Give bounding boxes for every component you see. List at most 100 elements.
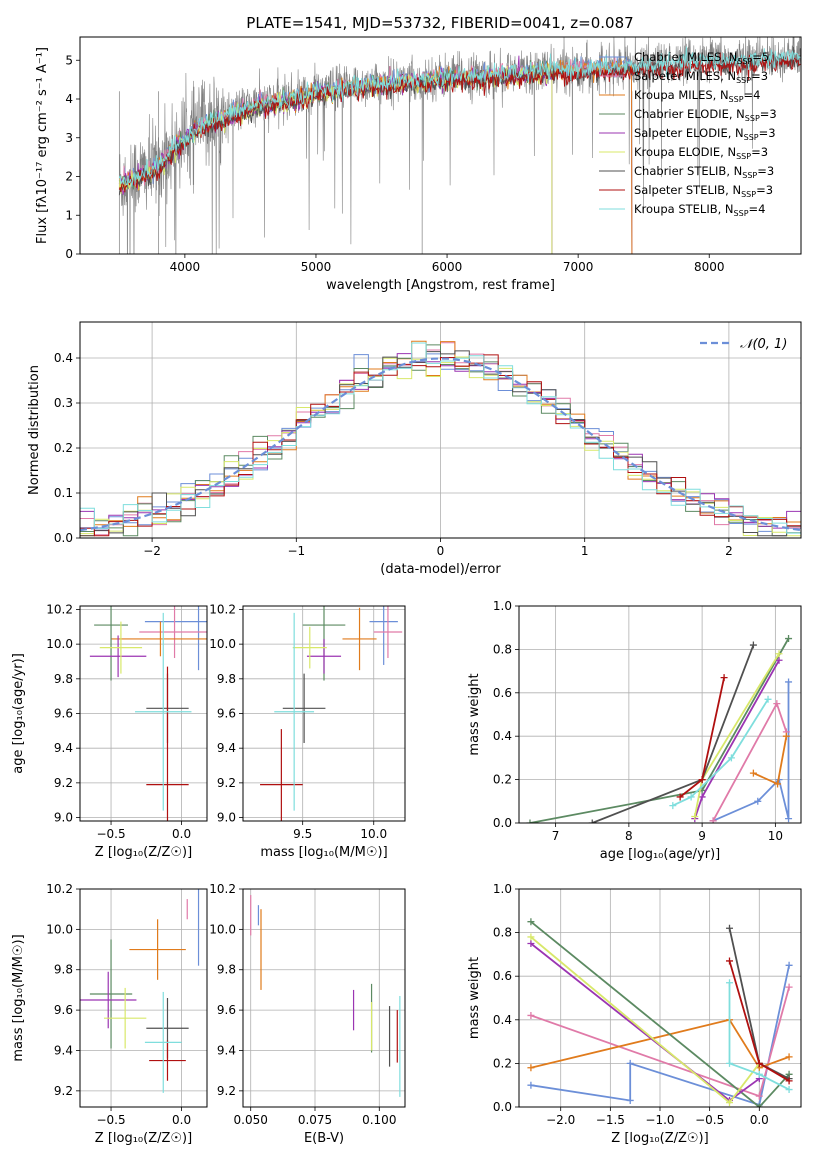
y-tick-label: 9.6 (54, 1003, 73, 1017)
weight-marker (785, 1053, 793, 1061)
x-tick-label: 0.0 (172, 1113, 191, 1127)
histogram-kroupa_elodie (80, 356, 801, 537)
weight-marker (775, 650, 783, 658)
x-axis-label: E(B-V) (304, 1131, 344, 1146)
x-axis-label: Z [log₁₀(Z/Z☉)] (95, 1131, 192, 1146)
y-tick-label: 9.4 (54, 1043, 73, 1057)
legend-entry: Salpeter MILES, NSSP=3 (634, 69, 768, 85)
axes-frame (242, 888, 406, 1108)
plot-area (527, 918, 793, 1107)
plot-area (80, 340, 801, 537)
weight-marker (775, 656, 783, 664)
errorbar-point-chabrier_miles (369, 606, 398, 665)
y-tick-label: 0.3 (54, 396, 73, 410)
weight-marker (726, 924, 734, 932)
plot-area (80, 889, 200, 1093)
weight-line-kroupa_stelib (728, 982, 790, 1091)
y-tick-label: 9.8 (54, 672, 73, 686)
y-tick-label: 0.6 (493, 686, 512, 700)
errorbar-point-chabrier_elodie (94, 606, 128, 681)
weight-marker (676, 793, 684, 801)
gaussian-curve (80, 357, 801, 532)
errorbar-point-kroupa_elodie (292, 626, 327, 669)
weight-marker (785, 961, 793, 969)
y-tick-label: 10.2 (209, 882, 236, 896)
y-tick-label: 0.0 (54, 531, 73, 545)
y-tick-label: 10.2 (209, 602, 236, 616)
y-tick-label: 0.4 (493, 1013, 512, 1027)
x-axis-label: wavelength [Angstrom, rest frame] (326, 278, 555, 293)
weight-marker (773, 700, 781, 708)
legend-entry: Salpeter ELODIE, NSSP=3 (634, 126, 776, 142)
weight-line-salpeter_elodie (693, 659, 780, 819)
weight-marker (526, 819, 534, 823)
y-tick-label: 0.4 (493, 729, 512, 743)
x-tick-label: −2 (143, 544, 161, 558)
y-tick-label: 2 (65, 170, 73, 184)
plot-area (89, 606, 207, 821)
y-tick-label: 9.2 (217, 776, 236, 790)
y-tick-label: 10.0 (46, 922, 73, 936)
weight-marker (785, 1077, 793, 1085)
y-tick-label: 9.2 (217, 1084, 236, 1098)
weight-line-kroupa_stelib (672, 698, 769, 807)
x-tick-label: 0 (437, 544, 445, 558)
axes-frame (79, 605, 208, 822)
y-tick-label: 0.8 (493, 642, 512, 656)
histogram-kroupa_stelib (80, 342, 801, 534)
axes-frame (79, 888, 208, 1108)
plot-age_vs_Z: −0.5 0.0 9.0 9.2 9.4 9.6 9.8 10.0 10.2 Z [log₁₀(Z… (11, 602, 208, 860)
x-tick-label: −1 (287, 544, 305, 558)
y-axis-label: mass weight (467, 673, 482, 755)
weight-marker (726, 1099, 734, 1107)
weight-marker (720, 674, 728, 682)
axes-frame (79, 321, 802, 539)
y-tick-label: 0.1 (54, 486, 73, 500)
legend-entry: Salpeter STELIB, NSSP=3 (634, 183, 773, 199)
weight-marker (588, 819, 596, 823)
y-axis-label: mass [log₁₀(M/M☉)] (11, 934, 26, 1061)
weight-marker (527, 1081, 535, 1089)
weight-marker (749, 641, 757, 649)
weight-marker (626, 1096, 634, 1104)
y-tick-label: 9.8 (54, 963, 73, 977)
weight-marker (785, 815, 793, 823)
y-tick-label: 0.0 (493, 1100, 512, 1114)
y-tick-label: 9.6 (217, 707, 236, 721)
weight-marker (785, 678, 793, 686)
y-tick-label: 1.0 (493, 599, 512, 613)
errorbar-point-kroupa_stelib (135, 612, 192, 811)
legend-entry: Kroupa STELIB, NSSP=4 (634, 202, 765, 218)
x-tick-label: 4000 (170, 260, 201, 274)
y-axis-label: mass weight (467, 957, 482, 1039)
weight-marker (669, 802, 677, 810)
axes-frame (518, 605, 802, 824)
weight-marker (785, 983, 793, 991)
y-tick-label: 10.0 (209, 637, 236, 651)
y-tick-label: 1 (65, 208, 73, 222)
weight-marker (785, 1086, 793, 1094)
x-tick-label: −0.5 (695, 1113, 724, 1127)
errorbar-point-kroupa_stelib (274, 612, 315, 811)
plot-area (250, 895, 401, 1097)
axes-frame (518, 888, 802, 1108)
weight-marker (726, 957, 734, 965)
x-tick-label: 9.5 (293, 827, 312, 841)
model-line-kroupa_stelib (118, 46, 801, 187)
y-tick-label: 0.8 (493, 926, 512, 940)
weight-marker (709, 817, 717, 823)
weight-marker (785, 635, 793, 643)
weight-marker (726, 979, 734, 987)
y-tick-label: 3 (65, 131, 73, 145)
y-tick-label: 0.2 (493, 1056, 512, 1070)
weight-marker (755, 1092, 763, 1100)
x-tick-label: 7 (552, 829, 560, 843)
errorbar-point-salpeter_miles (139, 606, 207, 659)
weight-marker (782, 732, 790, 740)
x-tick-label: −0.5 (96, 1113, 125, 1127)
weight-marker (754, 797, 762, 805)
errorbar-point-salpeter_elodie (80, 971, 137, 1029)
axes-frame (242, 605, 406, 822)
y-tick-label: 9.6 (217, 1003, 236, 1017)
legend-entry: Chabrier ELODIE, NSSP=3 (634, 107, 777, 123)
